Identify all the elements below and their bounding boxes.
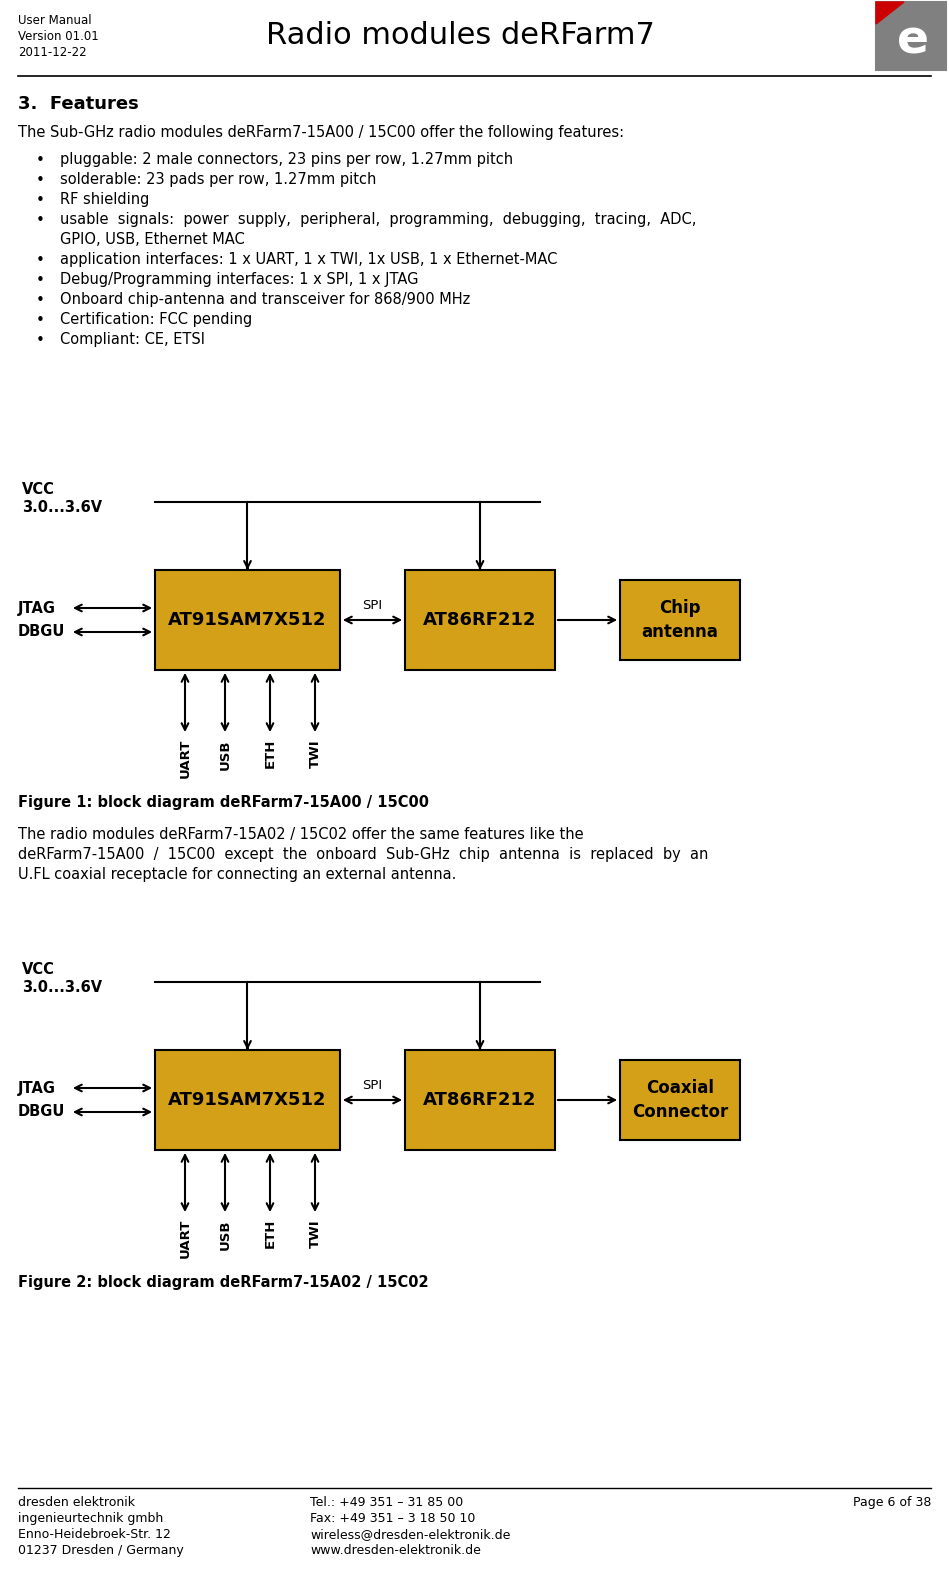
Text: RF shielding: RF shielding (60, 191, 149, 207)
Text: usable  signals:  power  supply,  peripheral,  programming,  debugging,  tracing: usable signals: power supply, peripheral… (60, 212, 697, 228)
Text: ETH: ETH (264, 738, 276, 768)
Text: 3.0...3.6V: 3.0...3.6V (22, 500, 102, 515)
Text: VCC: VCC (22, 961, 55, 977)
Text: Tel.: +49 351 – 31 85 00: Tel.: +49 351 – 31 85 00 (310, 1496, 463, 1508)
Text: VCC: VCC (22, 482, 55, 496)
Text: pluggable: 2 male connectors, 23 pins per row, 1.27mm pitch: pluggable: 2 male connectors, 23 pins pe… (60, 152, 513, 168)
Text: The radio modules deRFarm7-15A02 / 15C02 offer the same features like the: The radio modules deRFarm7-15A02 / 15C02… (18, 827, 584, 843)
Text: •: • (35, 253, 45, 269)
Polygon shape (876, 2, 904, 24)
Text: AT86RF212: AT86RF212 (423, 1091, 537, 1108)
Text: TWI: TWI (308, 1219, 322, 1247)
Text: JTAG: JTAG (18, 1080, 56, 1096)
Text: DBGU: DBGU (18, 624, 65, 639)
Text: •: • (35, 193, 45, 209)
Text: SPI: SPI (363, 1078, 382, 1092)
Text: e: e (897, 19, 929, 63)
Text: solderable: 23 pads per row, 1.27mm pitch: solderable: 23 pads per row, 1.27mm pitc… (60, 172, 377, 187)
Text: Page 6 of 38: Page 6 of 38 (852, 1496, 931, 1508)
Text: JTAG: JTAG (18, 601, 56, 615)
Bar (876, 2, 946, 70)
Text: dresden elektronik: dresden elektronik (18, 1496, 135, 1508)
Text: 01237 Dresden / Germany: 01237 Dresden / Germany (18, 1545, 184, 1557)
Text: AT91SAM7X512: AT91SAM7X512 (168, 1091, 326, 1108)
Text: Chip
antenna: Chip antenna (642, 599, 718, 640)
Bar (405, 571, 555, 670)
Text: 3.0...3.6V: 3.0...3.6V (22, 980, 102, 994)
Text: wireless@dresden-elektronik.de: wireless@dresden-elektronik.de (310, 1527, 511, 1541)
Text: SPI: SPI (363, 599, 382, 612)
Text: 3.  Features: 3. Features (18, 95, 139, 112)
Bar (620, 1059, 740, 1140)
Text: UART: UART (178, 738, 192, 778)
Text: Figure 2: block diagram deRFarm7-15A02 / 15C02: Figure 2: block diagram deRFarm7-15A02 /… (18, 1274, 429, 1290)
Text: •: • (35, 334, 45, 348)
Bar (405, 1050, 555, 1149)
Text: U.FL coaxial receptacle for connecting an external antenna.: U.FL coaxial receptacle for connecting a… (18, 866, 456, 882)
Text: User Manual: User Manual (18, 14, 92, 27)
Text: GPIO, USB, Ethernet MAC: GPIO, USB, Ethernet MAC (60, 232, 245, 247)
Text: •: • (35, 172, 45, 188)
Text: Version 01.01: Version 01.01 (18, 30, 99, 43)
Text: USB: USB (218, 738, 232, 770)
Text: ETH: ETH (264, 1219, 276, 1249)
Text: Compliant: CE, ETSI: Compliant: CE, ETSI (60, 332, 205, 346)
Text: •: • (35, 153, 45, 168)
Bar (155, 1050, 340, 1149)
Text: ingenieurtechnik gmbh: ingenieurtechnik gmbh (18, 1511, 163, 1526)
Text: Debug/Programming interfaces: 1 x SPI, 1 x JTAG: Debug/Programming interfaces: 1 x SPI, 1… (60, 272, 419, 288)
Text: UART: UART (178, 1219, 192, 1258)
Text: Enno-Heidebroek-Str. 12: Enno-Heidebroek-Str. 12 (18, 1527, 171, 1541)
Text: 2011-12-22: 2011-12-22 (18, 46, 86, 58)
Text: •: • (35, 292, 45, 308)
Text: •: • (35, 313, 45, 327)
Text: •: • (35, 213, 45, 228)
Text: application interfaces: 1 x UART, 1 x TWI, 1x USB, 1 x Ethernet-MAC: application interfaces: 1 x UART, 1 x TW… (60, 251, 557, 267)
Text: The Sub-GHz radio modules deRFarm7-15A00 / 15C00 offer the following features:: The Sub-GHz radio modules deRFarm7-15A00… (18, 125, 624, 141)
Text: Certification: FCC pending: Certification: FCC pending (60, 311, 252, 327)
Text: DBGU: DBGU (18, 1105, 65, 1119)
Text: Coaxial
Connector: Coaxial Connector (632, 1080, 728, 1121)
Text: AT86RF212: AT86RF212 (423, 610, 537, 629)
Text: AT91SAM7X512: AT91SAM7X512 (168, 610, 326, 629)
Text: deRFarm7-15A00  /  15C00  except  the  onboard  Sub-GHz  chip  antenna  is  repl: deRFarm7-15A00 / 15C00 except the onboar… (18, 847, 708, 862)
Bar (620, 580, 740, 659)
Text: Radio modules deRFarm7: Radio modules deRFarm7 (266, 21, 655, 49)
Text: Figure 1: block diagram deRFarm7-15A00 / 15C00: Figure 1: block diagram deRFarm7-15A00 /… (18, 795, 429, 809)
Bar (155, 571, 340, 670)
Text: USB: USB (218, 1219, 232, 1249)
Text: www.dresden-elektronik.de: www.dresden-elektronik.de (310, 1545, 481, 1557)
Text: TWI: TWI (308, 738, 322, 768)
Text: •: • (35, 274, 45, 288)
Text: Onboard chip-antenna and transceiver for 868/900 MHz: Onboard chip-antenna and transceiver for… (60, 292, 471, 307)
Text: Fax: +49 351 – 3 18 50 10: Fax: +49 351 – 3 18 50 10 (310, 1511, 475, 1526)
